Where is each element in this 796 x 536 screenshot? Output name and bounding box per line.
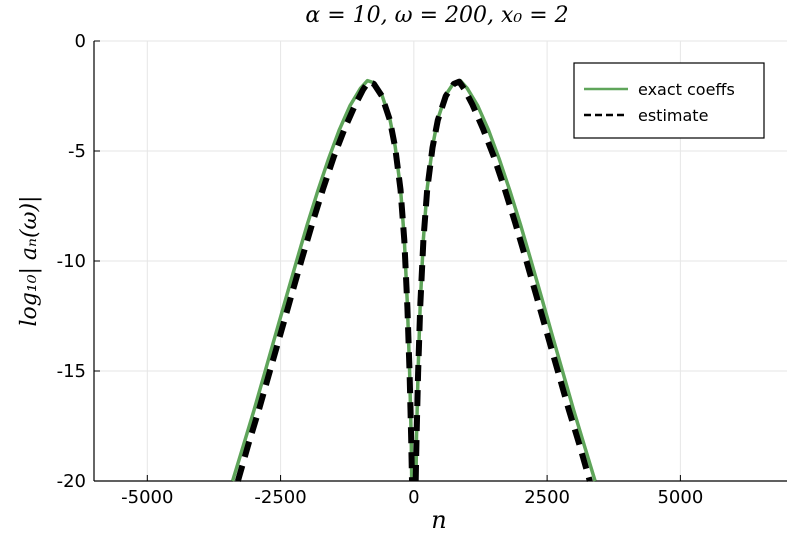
series-exact-coeffs-branch-0 [230,78,414,482]
legend-label-estimate: estimate [638,106,708,125]
series-estimate-branch-1 [412,78,593,482]
x-tick-labels: -5000 -2500 0 2500 5000 [121,487,703,508]
y-tick-label-3: -15 [57,361,86,382]
axes [93,40,787,482]
y-tick-label-0: 0 [75,31,86,52]
y-tick-label-1: -5 [68,141,86,162]
series-lines [230,78,597,482]
x-tick-label-1: -2500 [254,487,306,508]
x-tick-label-2: 0 [408,487,419,508]
legend: exact coeffs estimate [573,62,765,139]
legend-box [573,62,765,139]
series-estimate-branch-0 [235,78,415,482]
x-tick-label-0: -5000 [121,487,173,508]
y-tick-labels: 0 -5 -10 -15 -20 [57,31,86,492]
x-axis-label: n [431,506,446,534]
y-tick-label-2: -10 [57,251,86,272]
x-tick-label-3: 2500 [524,487,570,508]
legend-label-exact-coeffs: exact coeffs [638,80,735,99]
chart-title: α = 10, ω = 200, x₀ = 2 [305,3,568,28]
y-axis-label: log₁₀| aₙ(ω)| [17,196,42,327]
y-tick-label-4: -20 [57,471,86,492]
x-tick-label-4: 5000 [657,487,703,508]
series-exact-coeffs-branch-1 [414,78,597,482]
